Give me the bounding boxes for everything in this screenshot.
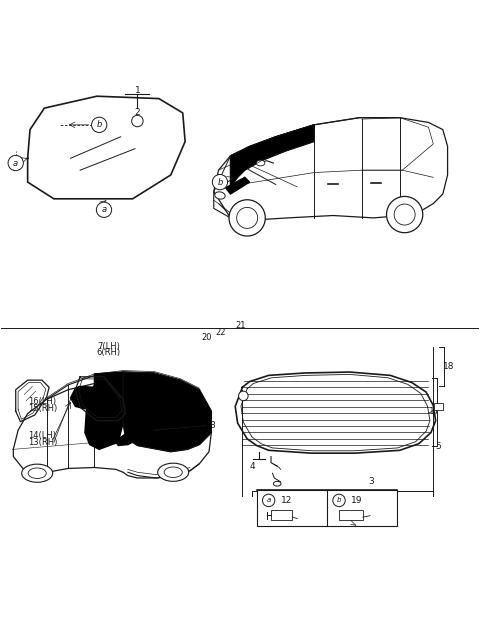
- FancyBboxPatch shape: [257, 490, 397, 526]
- Text: b: b: [96, 121, 102, 129]
- Text: 5: 5: [436, 442, 442, 451]
- Text: 19: 19: [351, 496, 362, 505]
- Text: 16(LH): 16(LH): [28, 397, 56, 406]
- Text: 17: 17: [429, 408, 440, 417]
- Circle shape: [8, 155, 24, 171]
- Circle shape: [132, 115, 143, 127]
- Ellipse shape: [164, 467, 182, 478]
- Circle shape: [96, 202, 112, 217]
- Text: 11: 11: [132, 385, 143, 394]
- Text: a: a: [101, 205, 107, 214]
- Text: 4: 4: [249, 462, 255, 470]
- Ellipse shape: [256, 160, 265, 166]
- Circle shape: [394, 204, 415, 225]
- Text: 1: 1: [134, 86, 140, 95]
- Ellipse shape: [215, 192, 225, 199]
- Polygon shape: [123, 372, 211, 452]
- Ellipse shape: [274, 481, 281, 486]
- Circle shape: [212, 174, 228, 190]
- Circle shape: [239, 391, 248, 401]
- Text: 14(LH): 14(LH): [28, 431, 56, 440]
- Ellipse shape: [22, 464, 53, 482]
- FancyBboxPatch shape: [434, 403, 443, 410]
- Text: b: b: [337, 497, 341, 503]
- Text: 8: 8: [209, 421, 215, 430]
- Text: b: b: [217, 178, 223, 187]
- Text: 3: 3: [368, 477, 374, 486]
- Text: 2: 2: [134, 108, 140, 117]
- Circle shape: [229, 200, 265, 236]
- Polygon shape: [71, 387, 95, 409]
- Circle shape: [333, 494, 345, 506]
- Text: 6(RH): 6(RH): [96, 349, 121, 358]
- Polygon shape: [116, 423, 152, 445]
- Polygon shape: [226, 178, 250, 194]
- Text: a: a: [13, 158, 18, 167]
- Text: 21: 21: [235, 320, 246, 329]
- FancyBboxPatch shape: [339, 510, 363, 520]
- Circle shape: [263, 494, 275, 506]
- Ellipse shape: [157, 463, 189, 481]
- Circle shape: [237, 208, 258, 228]
- Text: 22: 22: [216, 328, 226, 337]
- Text: 13(RH): 13(RH): [28, 438, 57, 447]
- Text: 9(RH): 9(RH): [90, 399, 114, 408]
- Text: 18: 18: [443, 362, 454, 371]
- Text: 12: 12: [281, 496, 292, 505]
- Text: 7(LH): 7(LH): [97, 342, 120, 351]
- FancyBboxPatch shape: [271, 510, 292, 520]
- Text: 15(RH): 15(RH): [28, 404, 57, 413]
- Circle shape: [92, 117, 107, 133]
- Ellipse shape: [28, 468, 46, 478]
- Text: a: a: [266, 497, 271, 503]
- Text: 20: 20: [201, 333, 212, 342]
- Polygon shape: [85, 372, 123, 449]
- Polygon shape: [230, 125, 314, 187]
- Circle shape: [386, 196, 423, 233]
- Text: 10(LH): 10(LH): [90, 392, 118, 401]
